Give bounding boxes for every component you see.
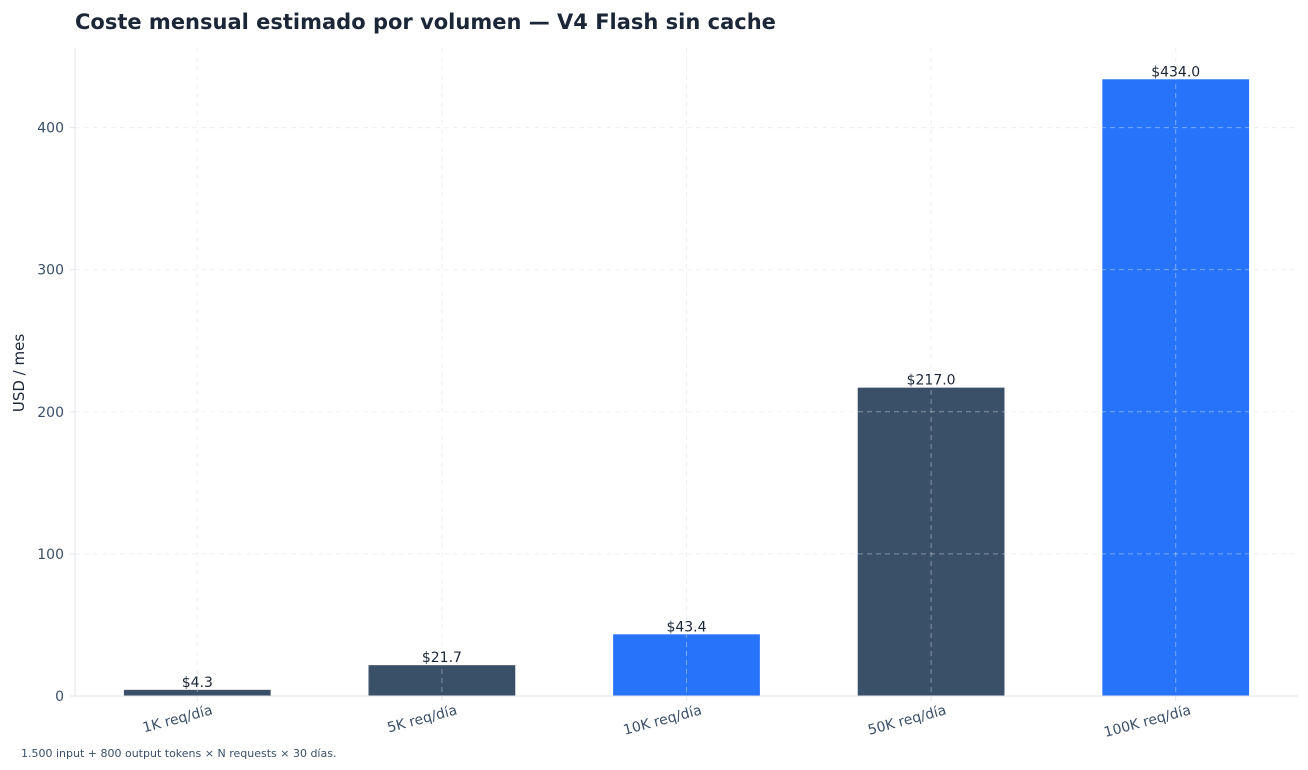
y-tick-label: 100 [37, 547, 64, 563]
x-tick-label: 10K req/día [622, 702, 704, 738]
bar-1 [368, 665, 516, 696]
axes [70, 48, 1298, 701]
x-tick-label: 100K req/día [1102, 702, 1192, 741]
x-tick-label: 5K req/día [386, 702, 459, 736]
chart-title: Coste mensual estimado por volumen — V4 … [75, 10, 776, 34]
bar-2 [613, 634, 760, 696]
x-tick-label: 50K req/día [866, 702, 948, 738]
x-tick-labels: 1K req/día 5K req/día 10K req/día 50K req/d… [141, 702, 1193, 741]
y-tick-label: 0 [55, 689, 64, 705]
y-tick-label: 300 [37, 263, 64, 279]
x-tick-label: 1K req/día [141, 702, 214, 736]
bar-grid-overlay [75, 48, 1298, 696]
bar-value-labels: $4.3 $21.7 $43.4 $217.0 $434.0 [182, 64, 1200, 691]
y-axis-label: USD / mes [10, 334, 28, 412]
bars [123, 79, 1250, 696]
bar-4 [1102, 79, 1250, 696]
y-tick-label: 400 [37, 121, 64, 137]
y-tick-label: 200 [37, 405, 64, 421]
bar-value-label: $434.0 [1151, 64, 1200, 80]
bar-value-label: $217.0 [907, 373, 956, 389]
bar-value-label: $43.4 [666, 619, 706, 635]
bar-0 [123, 689, 271, 696]
bar-3 [857, 387, 1005, 696]
bar-value-label: $21.7 [422, 650, 462, 666]
bar-value-label: $4.3 [182, 675, 213, 691]
y-tick-labels: 0 100 200 300 400 [37, 121, 64, 705]
footnote: 1.500 input + 800 output tokens × N requ… [21, 747, 336, 760]
